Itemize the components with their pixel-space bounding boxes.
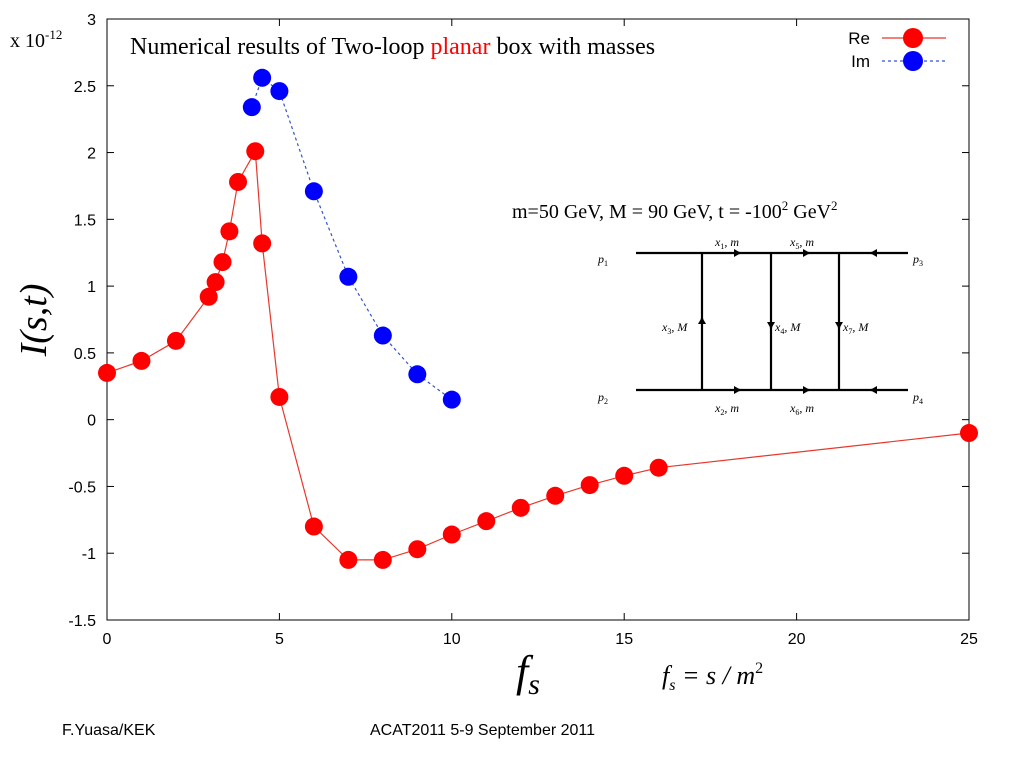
x-axis-label: fs: [516, 647, 540, 701]
series-im-point: [270, 82, 289, 101]
series-re-point: [615, 466, 634, 485]
x-tick-label: 15: [615, 631, 633, 648]
chart-title-part-3: box with masses: [490, 34, 655, 60]
y-axis-label: I(s,t): [13, 284, 55, 358]
y-tick-label: -1.5: [68, 613, 96, 630]
legend-marker-re: [903, 28, 923, 48]
x-tick-label: 20: [788, 631, 806, 648]
x-formula-rest: = s / m: [675, 661, 755, 690]
label-p4: p4: [912, 390, 923, 406]
y-tick-label: 0: [87, 413, 96, 430]
x-formula-f: f: [662, 661, 673, 690]
label-x2: x2, m: [714, 401, 739, 417]
series-re-point: [213, 253, 232, 272]
series-re-point: [304, 517, 323, 536]
series-re-point: [166, 331, 185, 350]
series-im-point: [339, 267, 358, 286]
series-im-point: [442, 390, 461, 409]
y-tick-label: 2: [87, 146, 96, 163]
series-re-point: [442, 525, 461, 544]
chart-title: Numerical results of Two-loop planar box…: [130, 34, 655, 60]
series-im-line: [251, 76, 453, 401]
x-tick-label: 5: [275, 631, 284, 648]
series-re-point: [408, 540, 427, 559]
scale-prefix-exponent: -12: [45, 27, 62, 42]
diagram-params-unit: GeV: [788, 201, 831, 223]
series-re-point: [229, 172, 248, 191]
label-x4: x4, M: [774, 320, 801, 336]
label-p2: p2: [597, 390, 608, 406]
series-im-point: [242, 98, 261, 117]
y-tick-label: 2.5: [74, 79, 96, 96]
x-tick-label: 10: [443, 631, 461, 648]
chart-title-part-1: Numerical results of Two-loop: [130, 34, 430, 60]
series-re-point: [246, 142, 265, 161]
series-im-point: [253, 68, 272, 87]
series-im-point: [408, 365, 427, 384]
diagram-params-text: m=50 GeV, M = 90 GeV, t = -100: [512, 201, 782, 223]
x-formula-sub: s: [669, 677, 675, 694]
series-re-point: [98, 363, 116, 382]
series-re-point: [199, 287, 218, 306]
label-x6: x6, m: [789, 401, 814, 417]
y-tick-label: -0.5: [68, 479, 96, 496]
legend: Re Im: [848, 28, 946, 71]
plot-frame: [106, 18, 970, 621]
series-re-point: [373, 550, 392, 569]
legend-label-re: Re: [848, 29, 870, 48]
x-formula: fs = s / m2: [662, 660, 763, 694]
label-x3: x3, M: [661, 320, 688, 336]
x-tick-label: 25: [960, 631, 978, 648]
legend-label-im: Im: [851, 52, 870, 71]
diagram-params-unit-sup: 2: [831, 198, 838, 213]
diagram-labels: p1 p2 p3 p4 x1, m x5, m x2, m x6, m x3, …: [597, 235, 923, 417]
diagram-params: m=50 GeV, M = 90 GeV, t = -1002 GeV2: [512, 198, 838, 223]
series-re-point: [132, 351, 151, 370]
series-re-point: [270, 387, 289, 406]
legend-marker-im: [903, 51, 923, 71]
y-tick-label: -1: [82, 546, 96, 563]
series-im-point: [373, 326, 392, 345]
series-re-point: [960, 424, 978, 443]
series-re-point: [206, 273, 225, 292]
label-x5: x5, m: [789, 235, 814, 251]
label-x1: x1, m: [714, 235, 739, 251]
axis-ticks: 0 5 10 15 20 25 -1.5 -1 -0.5 0 0.5 1 1.5 2 2.5 3: [68, 12, 978, 648]
y-tick-label: 1: [87, 279, 96, 296]
series-im-point: [304, 182, 323, 201]
label-p1: p1: [597, 252, 608, 268]
series-layer: [98, 68, 978, 569]
label-p3: p3: [912, 252, 923, 268]
x-formula-sup: 2: [755, 660, 763, 677]
footer-author: F.Yuasa/KEK: [62, 722, 156, 739]
footer-conference: ACAT2011 5-9 September 2011: [370, 722, 596, 739]
series-re-point: [511, 498, 530, 517]
series-re-point: [546, 486, 565, 505]
series-re-point: [253, 234, 272, 253]
y-tick-label: 0.5: [74, 346, 96, 363]
y-tick-label: 3: [87, 12, 96, 29]
series-re-point: [649, 458, 668, 477]
x-tick-label: 0: [103, 631, 112, 648]
diagram-params-sup: 2: [782, 198, 789, 213]
scale-prefix: x 10-12: [10, 27, 62, 52]
series-re-point: [339, 550, 358, 569]
x-axis-label-sub: s: [528, 668, 540, 701]
series-re-point: [477, 512, 496, 531]
scale-prefix-base: x 10: [10, 30, 45, 52]
y-tick-label: 1.5: [74, 212, 96, 229]
series-re-point: [220, 222, 239, 241]
label-x7: x7, M: [842, 320, 869, 336]
series-re-point: [580, 476, 599, 495]
chart-title-accent: planar: [430, 34, 490, 60]
feynman-diagram: [636, 249, 908, 394]
